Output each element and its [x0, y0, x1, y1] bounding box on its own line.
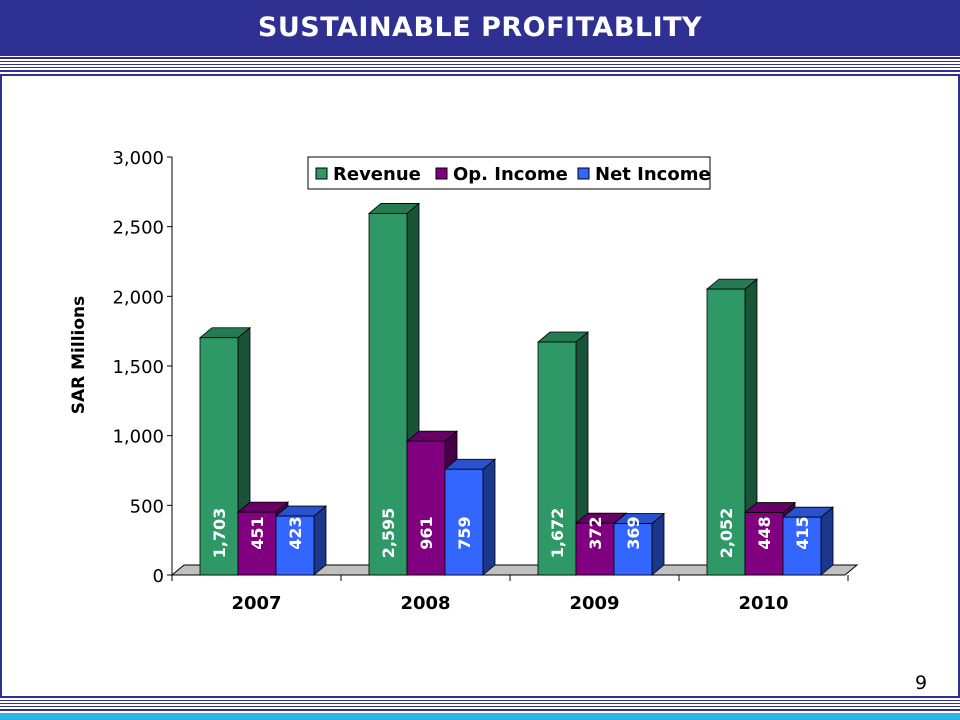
revenue-bar — [199, 337, 239, 576]
op-income-bar — [744, 512, 784, 576]
title-banner — [0, 0, 960, 56]
net-income-bar-side — [651, 512, 665, 576]
x-tick-label: 2008 — [400, 593, 450, 614]
divider-line — [0, 696, 960, 698]
page-number: 9 — [914, 672, 928, 694]
net-income-bar-side — [820, 506, 834, 576]
divider-line — [0, 61, 960, 62]
slide-frame-right — [958, 76, 960, 696]
legend-label: Op. Income — [453, 164, 568, 185]
y-tick-label: 3,000 — [112, 148, 164, 169]
data-label: 369 — [624, 516, 643, 549]
y-tick-label: 1,000 — [112, 427, 164, 448]
net-income-bar — [275, 515, 315, 576]
x-tick-label: 2009 — [569, 593, 619, 614]
data-label: 1,703 — [210, 508, 229, 559]
data-label: 415 — [793, 516, 812, 549]
net-income-bar-side — [482, 458, 496, 576]
legend-label: Revenue — [333, 164, 421, 185]
data-label: 1,672 — [548, 508, 567, 559]
data-label: 372 — [586, 516, 605, 549]
divider-line — [0, 64, 960, 65]
op-income-bar — [237, 511, 277, 576]
y-tick-label: 2,500 — [112, 218, 164, 239]
data-label: 423 — [286, 516, 305, 549]
revenue-bar — [368, 213, 408, 576]
legend-box — [307, 156, 711, 190]
y-tick-label: 500 — [130, 496, 164, 517]
legend-swatch — [435, 167, 448, 180]
y-tick-label: 2,000 — [112, 287, 164, 308]
divider-line — [0, 67, 960, 68]
y-axis-title: SAR Millions — [69, 296, 89, 415]
data-label: 961 — [417, 516, 436, 549]
y-tick-label: 0 — [153, 566, 164, 587]
net-income-bar-side — [313, 505, 327, 576]
data-label: 759 — [455, 516, 474, 549]
net-income-bar — [613, 523, 653, 576]
divider-line — [0, 700, 960, 701]
y-tick-label: 1,500 — [112, 357, 164, 378]
legend-swatch — [577, 167, 590, 180]
op-income-bar — [575, 522, 615, 576]
divider-line — [0, 703, 960, 704]
accent-strip — [0, 713, 960, 720]
data-label: 451 — [248, 516, 267, 549]
divider-line — [0, 74, 960, 76]
net-income-bar — [444, 468, 484, 576]
data-label: 448 — [755, 516, 774, 549]
revenue-bar — [706, 288, 746, 576]
net-income-bar — [782, 516, 822, 576]
x-tick-label: 2007 — [231, 593, 281, 614]
divider-line — [0, 70, 960, 72]
legend-label: Net Income — [595, 164, 711, 185]
slide-frame-left — [0, 76, 2, 696]
revenue-bar — [537, 341, 577, 576]
legend-swatch — [315, 167, 328, 180]
data-label: 2,052 — [717, 508, 736, 559]
slide-title: SUSTAINABLE PROFITABLITY — [257, 12, 703, 43]
x-tick-label: 2010 — [738, 593, 788, 614]
data-label: 2,595 — [379, 508, 398, 559]
op-income-bar — [406, 440, 446, 576]
divider-line — [0, 706, 960, 707]
divider-line — [0, 57, 960, 59]
divider-line — [0, 709, 960, 711]
